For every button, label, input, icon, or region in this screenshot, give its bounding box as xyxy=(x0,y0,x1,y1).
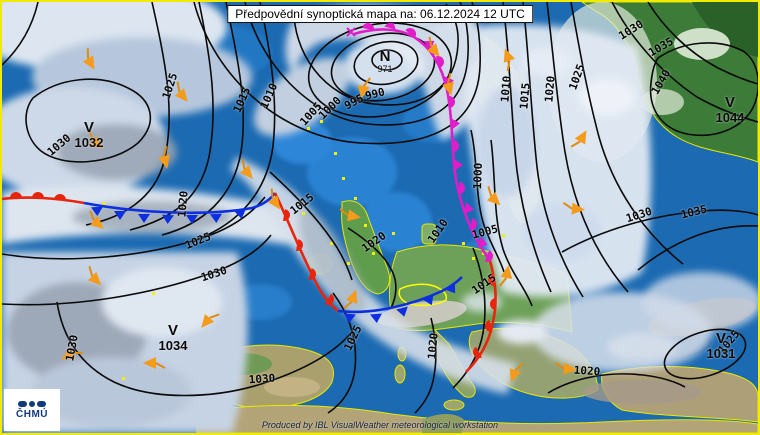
land-north-africa xyxy=(196,404,758,433)
pressure-center-V1044: V 1044 xyxy=(715,94,745,125)
isobar-label-1000: 1000 xyxy=(471,162,485,190)
warm-front-west xyxy=(2,196,85,205)
pressure-center-V1031: V 1031 xyxy=(706,330,736,361)
pressure-center-N971: N 971 xyxy=(377,48,393,74)
credit-text: Produced by IBL VisualWeather meteorolog… xyxy=(261,420,499,430)
land-sardinia xyxy=(394,364,406,384)
isobar-label-1020: 1020 xyxy=(573,363,601,379)
land-sicily xyxy=(443,399,465,411)
chmu-logo-box: ČHMÚ xyxy=(4,389,60,431)
isobar-label-1015: 1015 xyxy=(517,82,533,110)
czechia-outline xyxy=(398,283,448,307)
land-russia-dark xyxy=(692,2,758,57)
isobar-label-1020: 1020 xyxy=(175,190,191,218)
front-cross-mark xyxy=(346,27,356,37)
cold-front-west xyxy=(83,192,277,215)
isobar-label-1010: 1010 xyxy=(498,75,514,103)
speckle-layer xyxy=(102,120,505,380)
pressure-center-V1034: V 1034 xyxy=(158,322,188,353)
land-denmark xyxy=(421,223,437,245)
chmu-logo-icon xyxy=(18,400,46,407)
warm-front-italy xyxy=(465,260,497,373)
isobar-label-1030: 1030 xyxy=(248,371,276,387)
map-title: Předpovědní synoptická mapa na: 06.12.20… xyxy=(227,5,533,23)
pressure-center-V1032: V 1032 xyxy=(74,119,104,150)
cold-front-south xyxy=(337,276,463,314)
land-uk xyxy=(341,200,391,295)
chmu-logo-text: ČHMÚ xyxy=(16,408,48,420)
isobar-label-1020: 1020 xyxy=(542,75,558,103)
isobar-label-1020: 1020 xyxy=(425,332,441,360)
